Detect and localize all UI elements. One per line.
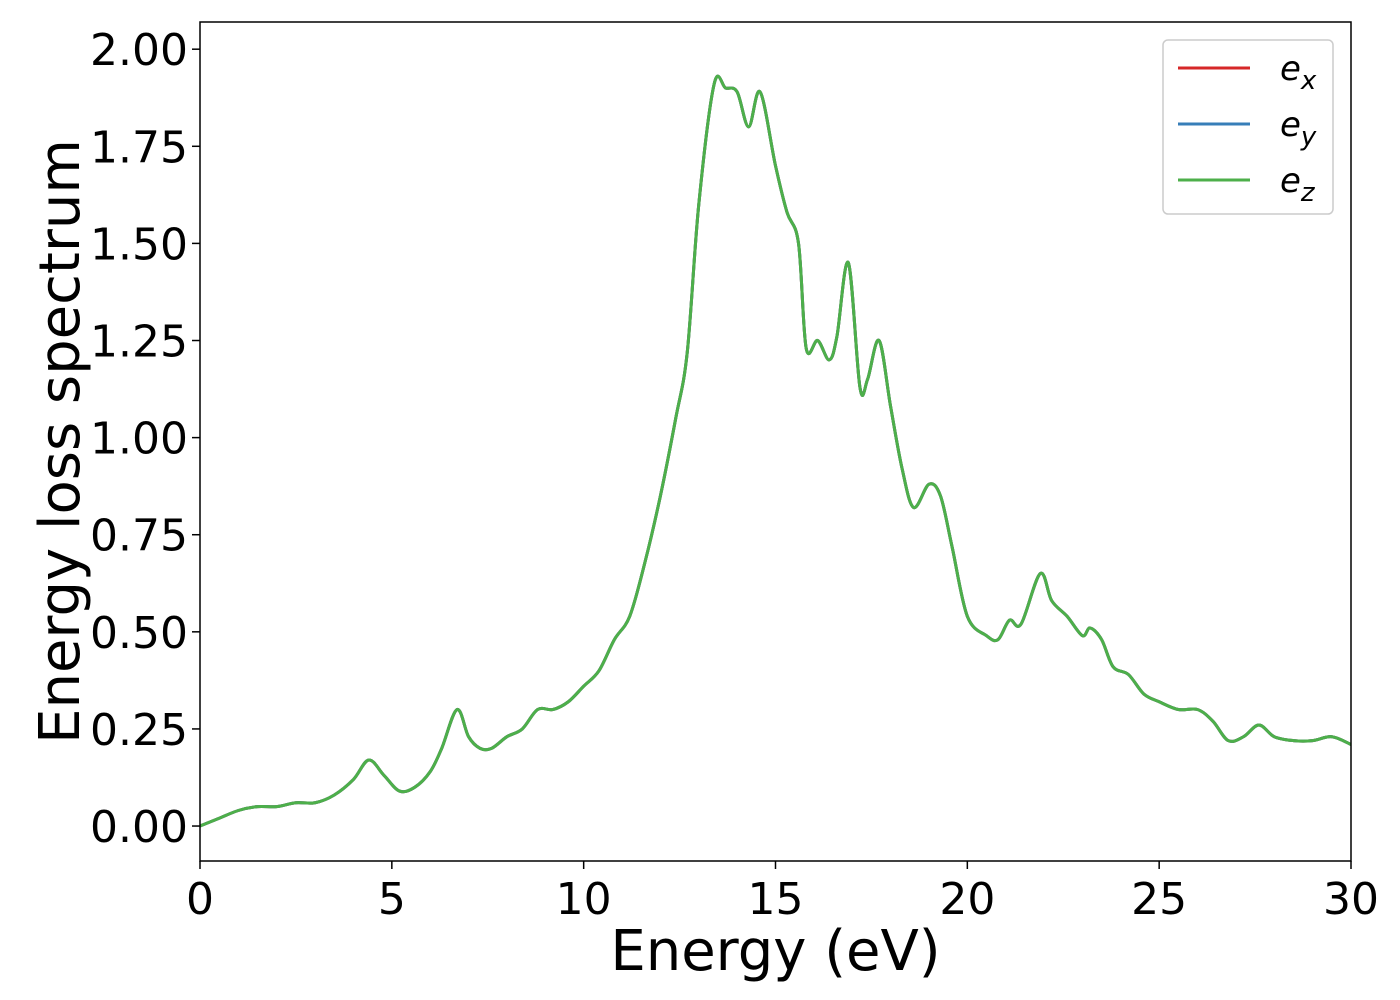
x-axis: 0 5 10 15 20 25 30 (186, 861, 1379, 925)
y-tick-label: 0.75 (90, 511, 188, 562)
legend-label: ey (1280, 105, 1317, 152)
x-tick-label: 5 (378, 874, 406, 925)
series-line-e-z (200, 74, 1351, 828)
y-tick-label: 1.00 (90, 414, 188, 465)
x-tick-label: 15 (748, 874, 804, 925)
series-lines (200, 74, 1351, 828)
y-axis: 0.00 0.25 0.50 0.75 1.00 1.25 1.50 1.75 2.00 (90, 25, 200, 853)
legend-item-e-x: ex (1178, 49, 1317, 96)
y-tick-label: 1.50 (90, 219, 188, 270)
x-tick-label: 0 (186, 874, 214, 925)
legend-box (1162, 39, 1334, 215)
y-tick-label: 1.75 (90, 122, 188, 173)
x-tick-label: 10 (556, 874, 612, 925)
x-tick-label: 20 (939, 874, 995, 925)
y-tick-label: 0.00 (90, 802, 188, 853)
y-tick-label: 1.25 (90, 317, 188, 368)
x-axis-label: Energy (eV) (610, 919, 940, 984)
legend-label: ez (1280, 161, 1316, 208)
legend-label: ex (1280, 49, 1317, 96)
legend-item-e-y: ey (1178, 105, 1317, 152)
legend-item-e-z: ez (1178, 161, 1316, 208)
x-tick-label: 25 (1131, 874, 1187, 925)
y-tick-label: 2.00 (90, 25, 188, 76)
x-tick-label: 30 (1323, 874, 1379, 925)
legend: ex ey ez (1162, 39, 1334, 215)
y-tick-label: 0.50 (90, 608, 188, 659)
y-tick-label: 0.25 (90, 705, 188, 756)
y-axis-label: Energy loss spectrum (28, 139, 93, 744)
